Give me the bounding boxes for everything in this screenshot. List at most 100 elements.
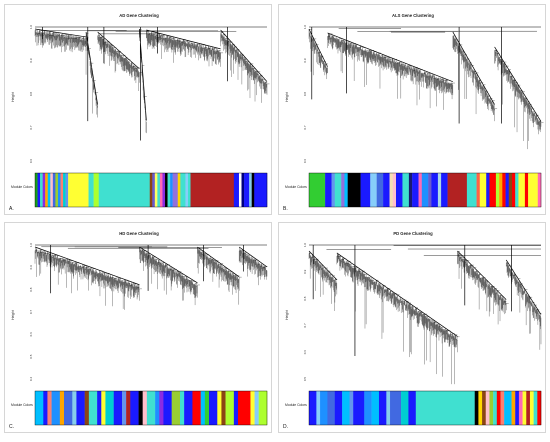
- y-tick-label: 0.8: [29, 92, 33, 97]
- module-color-segment: [244, 173, 250, 207]
- y-tick-label: 0.5: [303, 377, 307, 382]
- module-color-segment: [309, 173, 326, 207]
- module-color-segment: [537, 173, 542, 207]
- module-color-segment: [192, 391, 201, 425]
- module-color-segment: [250, 391, 255, 425]
- module-color-segment: [466, 173, 477, 207]
- module-color-segment: [378, 391, 387, 425]
- y-tick-label: 0.9: [303, 269, 307, 274]
- panel-hd: HD Gene Clustering 1.0 0.9 0.8 0.7 0.6 0.5 0.4…: [4, 222, 272, 433]
- module-color-segment: [437, 173, 442, 207]
- module-color-segment: [165, 173, 168, 207]
- dendrogram: [308, 26, 544, 150]
- y-tick-label: 0.6: [303, 159, 307, 164]
- y-tick-label: 0.8: [29, 287, 33, 292]
- module-color-segment: [159, 391, 164, 425]
- module-color-segment: [478, 391, 483, 425]
- module-color-segment: [52, 173, 56, 207]
- y-tick-label: 0.6: [29, 159, 33, 164]
- y-tick-label: 0.9: [29, 265, 33, 270]
- module-color-segment: [401, 391, 409, 425]
- panel-title: ALS Gene Clustering: [392, 13, 434, 18]
- module-color-segment: [327, 391, 335, 425]
- dendrogram-leaves: [308, 29, 544, 150]
- module-color-segment: [408, 173, 413, 207]
- ad-dendrogram-plot: AD Gene Clustering 1.0 0.9 0.8 0.7 0.6 Heigh…: [9, 13, 270, 212]
- module-color-segment: [476, 173, 480, 207]
- module-color-segment: [152, 173, 156, 207]
- module-color-segment: [499, 173, 503, 207]
- module-color-segment: [529, 391, 534, 425]
- module-color-segment: [55, 173, 59, 207]
- module-color-segment: [504, 391, 512, 425]
- module-color-segment: [441, 173, 448, 207]
- module-color-segment: [68, 173, 89, 207]
- module-color-segment: [130, 391, 139, 425]
- y-axis-label: Height: [285, 310, 289, 320]
- dendrogram-branches: [308, 245, 542, 357]
- panel-title: HD Gene Clustering: [119, 231, 159, 236]
- module-color-segment: [537, 391, 542, 425]
- module-color-segment: [500, 391, 505, 425]
- module-color-segment: [428, 173, 432, 207]
- module-color-segment: [35, 391, 44, 425]
- module-color-segment: [334, 391, 343, 425]
- module-color-segment: [386, 391, 391, 425]
- module-color-segment: [45, 173, 48, 207]
- module-color-segment: [40, 173, 43, 207]
- module-color-bar: [308, 390, 542, 426]
- module-color-segment: [392, 173, 397, 207]
- dendrogram: [34, 244, 268, 310]
- module-color-segment: [105, 391, 114, 425]
- module-color-segment: [180, 173, 186, 207]
- hd-dendrogram-plot: HD Gene Clustering 1.0 0.9 0.8 0.7 0.6 0.5 0.4…: [9, 231, 268, 430]
- module-color-segment: [402, 173, 410, 207]
- dendrogram: [308, 244, 542, 385]
- module-color-segment: [238, 391, 251, 425]
- module-color-segment: [113, 391, 123, 425]
- module-color-segment: [511, 391, 516, 425]
- module-color-segment: [59, 391, 65, 425]
- module-color-segment: [505, 173, 509, 207]
- y-ticks: 1.0 0.9 0.8 0.7 0.6 0.5 0.4: [29, 243, 33, 382]
- module-color-segment: [63, 173, 66, 207]
- module-color-segment: [370, 173, 377, 207]
- y-tick-label: 1.0: [29, 243, 33, 248]
- module-color-segment: [97, 391, 102, 425]
- pd-dendrogram-plot: PD Gene Clustering 1.0 0.9 0.8 0.7 0.6 0.5 He…: [283, 231, 542, 430]
- module-color-segment: [412, 173, 419, 207]
- y-tick-label: 0.8: [303, 296, 307, 301]
- panel-title: PD Gene Clustering: [393, 231, 433, 236]
- module-color-segment: [76, 391, 85, 425]
- module-color-segment: [225, 391, 235, 425]
- panel-letter: B.: [283, 206, 288, 212]
- module-color-segment: [376, 173, 384, 207]
- module-color-segment: [221, 391, 226, 425]
- module-color-segment: [146, 391, 156, 425]
- module-color-segment: [233, 173, 240, 207]
- module-color-segment: [142, 391, 148, 425]
- module-color-segment: [390, 391, 402, 425]
- module-color-segment: [254, 173, 268, 207]
- module-color-segment: [396, 173, 403, 207]
- module-colors-label: Module Colors: [11, 403, 33, 407]
- module-color-segment: [489, 391, 494, 425]
- module-color-segment: [184, 391, 193, 425]
- panel-letter: C.: [9, 424, 14, 430]
- y-tick-label: 0.7: [303, 323, 307, 328]
- module-color-segment: [320, 391, 328, 425]
- module-color-segment: [502, 173, 506, 207]
- module-color-segment: [316, 391, 321, 425]
- y-tick-label: 1.0: [29, 25, 33, 30]
- module-color-segment: [325, 173, 332, 207]
- module-color-segment: [47, 391, 52, 425]
- module-bar-frame: [308, 390, 542, 426]
- module-color-bar: [34, 390, 268, 426]
- module-color-segment: [241, 173, 245, 207]
- module-color-segment: [84, 391, 90, 425]
- module-color-segment: [98, 173, 150, 207]
- module-color-segment: [180, 391, 185, 425]
- module-color-segment: [35, 173, 38, 207]
- module-colors-label: Module Colors: [285, 185, 307, 189]
